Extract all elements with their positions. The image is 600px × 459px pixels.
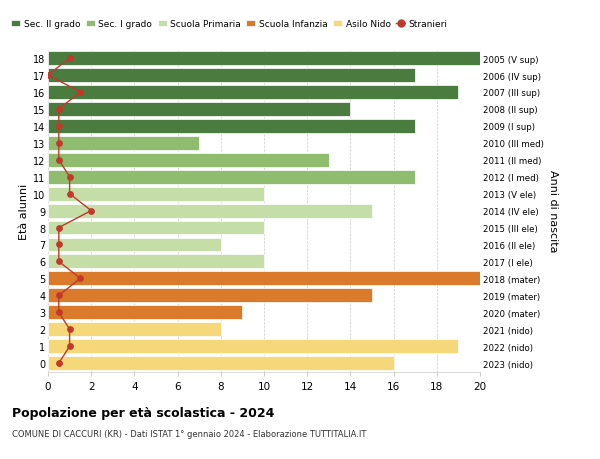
Text: Popolazione per età scolastica - 2024: Popolazione per età scolastica - 2024 — [12, 406, 274, 419]
Y-axis label: Età alunni: Età alunni — [19, 183, 29, 239]
Point — [65, 343, 74, 350]
Point — [54, 106, 64, 113]
Point — [76, 275, 85, 282]
Bar — [48, 323, 221, 336]
Bar — [48, 221, 264, 235]
Point — [65, 174, 74, 181]
Bar — [48, 52, 480, 66]
Bar — [48, 69, 415, 83]
Bar — [48, 103, 350, 117]
Bar — [48, 255, 264, 269]
Bar — [48, 340, 458, 353]
Point — [54, 292, 64, 299]
Point — [65, 326, 74, 333]
Bar — [48, 289, 372, 302]
Bar — [48, 238, 221, 252]
Point — [54, 123, 64, 130]
Point — [65, 55, 74, 62]
Bar — [48, 204, 372, 218]
Point — [54, 140, 64, 147]
Bar — [48, 153, 329, 168]
Point — [54, 157, 64, 164]
Bar — [48, 120, 415, 134]
Point — [54, 258, 64, 266]
Legend: Sec. II grado, Sec. I grado, Scuola Primaria, Scuola Infanzia, Asilo Nido, Stran: Sec. II grado, Sec. I grado, Scuola Prim… — [7, 17, 451, 33]
Point — [54, 241, 64, 249]
Bar — [48, 86, 458, 100]
Bar — [48, 187, 264, 201]
Bar — [48, 356, 394, 370]
Point — [54, 224, 64, 232]
Point — [86, 207, 96, 215]
Point — [54, 360, 64, 367]
Bar — [48, 170, 415, 184]
Bar — [48, 137, 199, 151]
Point — [65, 190, 74, 198]
Bar — [48, 306, 242, 319]
Point — [54, 309, 64, 316]
Point — [76, 89, 85, 96]
Y-axis label: Anni di nascita: Anni di nascita — [548, 170, 557, 252]
Bar — [48, 272, 480, 285]
Text: COMUNE DI CACCURI (KR) - Dati ISTAT 1° gennaio 2024 - Elaborazione TUTTITALIA.IT: COMUNE DI CACCURI (KR) - Dati ISTAT 1° g… — [12, 429, 367, 438]
Point — [43, 72, 53, 79]
